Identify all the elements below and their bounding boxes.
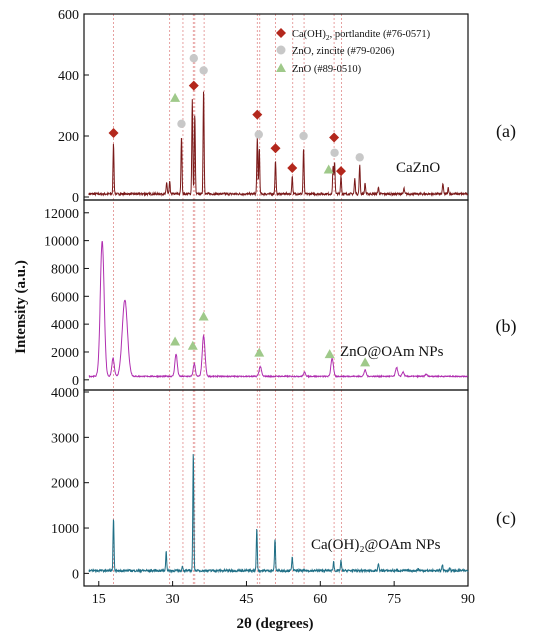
x-tick-label: 45 [239, 592, 253, 607]
y-tick-label: 3000 [51, 431, 79, 446]
panels-layer: 0200400600CaZnO(a)0200040006000800010000… [44, 8, 517, 607]
caoh2-marker [252, 109, 263, 120]
x-tick-label: 15 [92, 592, 106, 607]
y-tick-label: 4000 [51, 386, 79, 401]
caoh2-marker [270, 143, 281, 154]
legend-caoh2: Ca(OH)2, portlandite (#76-0571) [292, 29, 431, 42]
legend: Ca(OH)2, portlandite (#76-0571) ZnO, zin… [276, 28, 431, 75]
y-tick-label: 0 [72, 191, 79, 206]
panel-2: 0 2000 4000 6000 8000 10000 12000 ZnO@OAm NPs (b… [44, 199, 517, 391]
x-tick-label: 75 [387, 592, 401, 607]
panel-1: 0 200 400 600 CaZnO (a) [58, 8, 516, 206]
y-tick-label: 10000 [44, 235, 79, 250]
panel-tag: (c) [496, 508, 516, 529]
caoh2-marker [335, 166, 346, 177]
zincite-marker [355, 153, 364, 162]
panel-frame [83, 389, 469, 587]
y-tick-label: 600 [58, 8, 79, 23]
panel-3: 0 1000 2000 3000 4000 Ca(OH)₂@OAm NPs (c) [51, 386, 516, 587]
zno89-marker [254, 347, 265, 357]
panel-frame [83, 199, 469, 391]
zno89-marker [323, 164, 334, 174]
x-tick-label: 90 [461, 592, 475, 607]
caoh2-marker [287, 163, 298, 174]
caoh2-marker [329, 132, 340, 143]
sample-label: CaZnO [396, 160, 440, 176]
zincite-marker [254, 130, 263, 139]
y-axis-title: Intensity (a.u.) [13, 260, 29, 354]
legend-marker-zno89 [276, 63, 286, 72]
x-axis-title: 2θ (degrees) [236, 616, 313, 632]
zincite-marker [330, 148, 339, 157]
zno89-marker [187, 340, 198, 350]
y-tick-label: 6000 [51, 290, 79, 305]
y-tick-label: 0 [72, 567, 79, 582]
x-tick-label: 60 [313, 592, 327, 607]
sample-label: Ca(OH)₂@OAm NPs [311, 537, 441, 553]
legend-zno89: ZnO (#89-0510) [292, 64, 362, 75]
zincite-marker [299, 131, 308, 141]
caoh2-marker [188, 80, 199, 91]
panel-tag: (b) [496, 316, 517, 337]
zno89-marker [170, 336, 181, 346]
zno89-marker [170, 92, 181, 102]
diffraction-pattern [88, 91, 469, 197]
zincite-marker [177, 119, 186, 128]
diffraction-pattern [88, 241, 469, 379]
y-tick-label: 0 [72, 374, 79, 389]
zincite-marker [199, 66, 208, 75]
x-tick-label: 30 [166, 592, 180, 607]
y-tick-label: 8000 [51, 262, 79, 277]
zno89-marker [198, 311, 209, 321]
zno89-marker [324, 349, 335, 359]
legend-marker-zincite [276, 45, 286, 55]
y-tick-label: 200 [58, 130, 79, 145]
y-tick-label: 2000 [51, 346, 79, 361]
sample-label: ZnO@OAm NPs [340, 344, 444, 360]
y-tick-label: 12000 [44, 207, 79, 222]
panel-tag: (a) [496, 121, 516, 142]
zno89-marker [360, 357, 371, 367]
y-tick-label: 1000 [51, 522, 79, 537]
zincite-marker [189, 54, 198, 63]
legend-zincite: ZnO, zincite (#79-0206) [292, 46, 395, 57]
y-tick-label: 2000 [51, 477, 79, 492]
diffraction-pattern [88, 454, 469, 574]
y-tick-label: 400 [58, 69, 79, 84]
y-tick-label: 4000 [51, 318, 79, 333]
caoh2-marker [108, 127, 119, 138]
legend-marker-caoh2 [276, 28, 286, 38]
